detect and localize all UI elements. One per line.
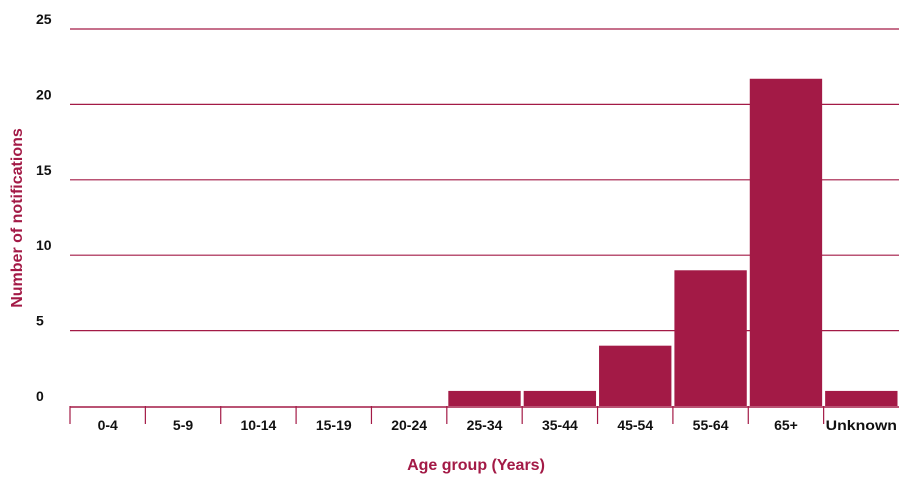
bar-25-34 <box>448 390 521 406</box>
x-tick-label: 20-24 <box>391 417 427 433</box>
y-tick-label: 10 <box>36 237 52 253</box>
x-tick-label: 55-64 <box>693 417 729 433</box>
bar-55-64 <box>674 270 747 406</box>
bar-35-44 <box>523 390 597 406</box>
x-tick-label: 35-44 <box>542 417 578 433</box>
x-tick-label: 0-4 <box>98 417 118 433</box>
x-tick-label: 5-9 <box>173 417 193 433</box>
x-tick-label: 15-19 <box>316 417 352 433</box>
y-axis-title: Number of notifications <box>9 128 26 308</box>
x-tick-label: Unknown <box>826 417 897 433</box>
x-tick-label: 10-14 <box>241 417 277 433</box>
x-tick-labels: 0-4 5-9 10-14 15-19 20-24 25-34 35-44 45-54 55-6… <box>69 406 897 433</box>
bar-45-54 <box>599 345 672 406</box>
y-tick-label: 20 <box>36 86 52 102</box>
y-tick-label: 25 <box>36 11 52 27</box>
x-axis-title: Age group (Years) <box>407 457 545 474</box>
y-tick-label: 5 <box>36 313 44 329</box>
x-tick-label: 45-54 <box>617 417 653 433</box>
y-tick-label: 0 <box>36 388 44 404</box>
y-tick-labels: 0 5 10 15 20 25 <box>36 11 52 404</box>
x-tick-label: 65+ <box>774 417 798 433</box>
bars <box>448 78 898 406</box>
bar-65+ <box>749 78 823 406</box>
y-tick-label: 15 <box>36 162 52 178</box>
x-tick-label: 25-34 <box>467 417 503 433</box>
bar-Unknown <box>825 390 898 406</box>
